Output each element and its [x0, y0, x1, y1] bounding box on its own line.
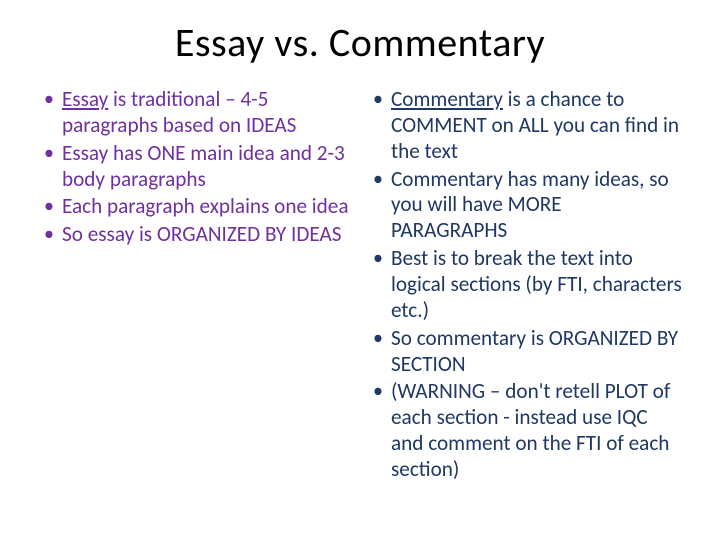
list-item: Each paragraph explains one idea: [38, 194, 353, 220]
list-item: Best is to break the text into logical s…: [367, 246, 682, 324]
essay-column: Essay is traditional – 4-5 paragraphs ba…: [38, 87, 353, 485]
slide-title: Essay vs. Commentary: [38, 18, 682, 67]
slide: Essay vs. Commentary Essay is traditiona…: [0, 0, 720, 540]
list-item: Commentary has many ideas, so you will h…: [367, 167, 682, 245]
underlined-term: Essay: [62, 86, 108, 112]
list-item: So essay is ORGANIZED BY IDEAS: [38, 222, 353, 248]
underlined-term: Commentary: [391, 86, 503, 112]
content-columns: Essay is traditional – 4-5 paragraphs ba…: [38, 87, 682, 485]
list-item: Commentary is a chance to COMMENT on ALL…: [367, 87, 682, 165]
list-item: Essay is traditional – 4-5 paragraphs ba…: [38, 87, 353, 139]
essay-list: Essay is traditional – 4-5 paragraphs ba…: [38, 87, 353, 248]
list-item: Essay has ONE main idea and 2-3 body par…: [38, 141, 353, 193]
list-item: (WARNING – don't retell PLOT of each sec…: [367, 379, 682, 482]
list-item: So commentary is ORGANIZED BY SECTION: [367, 326, 682, 378]
commentary-column: Commentary is a chance to COMMENT on ALL…: [367, 87, 682, 485]
commentary-list: Commentary is a chance to COMMENT on ALL…: [367, 87, 682, 483]
